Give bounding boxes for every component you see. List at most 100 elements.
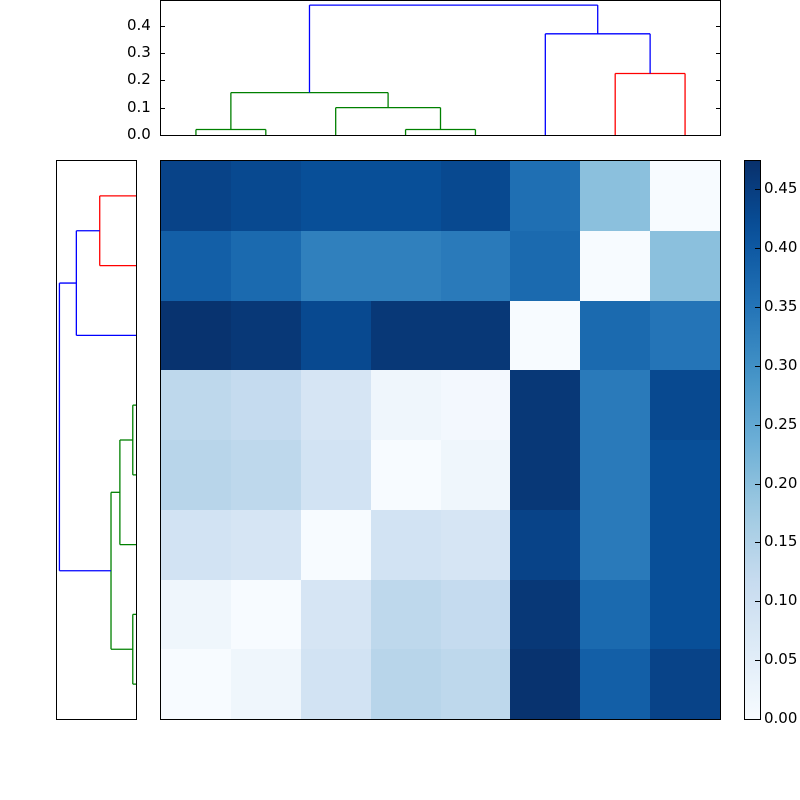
- heatmap-cell: [300, 509, 372, 581]
- heatmap-cell: [440, 300, 511, 371]
- y-tick: [716, 107, 720, 109]
- colorbar-tick-label: 0.20: [764, 473, 798, 492]
- heatmap-cell: [370, 649, 442, 719]
- colorbar-tick-label: 0.30: [764, 355, 798, 374]
- heatmap-cell: [161, 440, 232, 511]
- heatmap-cell: [370, 440, 442, 511]
- heatmap-cell: [510, 230, 581, 302]
- colorbar-tick-label: 0.15: [764, 532, 798, 551]
- heatmap-cell: [370, 230, 442, 302]
- heatmap-cell: [650, 649, 720, 719]
- colorbar-tick-label: 0.40: [764, 238, 798, 257]
- heatmap-cell: [510, 579, 581, 650]
- y-tick: [716, 25, 720, 27]
- heatmap-cell: [440, 649, 511, 719]
- heatmap-grid: [161, 161, 720, 719]
- heatmap-cell: [650, 300, 720, 371]
- heatmap-cell: [300, 649, 372, 719]
- y-tick-label: 0.3: [127, 42, 151, 61]
- colorbar-tick-label: 0.05: [764, 650, 798, 669]
- heatmap-cell: [300, 579, 372, 650]
- heatmap-cell: [370, 579, 442, 650]
- heatmap-cell: [580, 440, 651, 511]
- heatmap-cell: [580, 161, 651, 232]
- colorbar-tick: [755, 307, 760, 309]
- heatmap-cell: [510, 440, 581, 511]
- heatmap-cell: [230, 579, 302, 650]
- heatmap-cell: [230, 509, 302, 581]
- heatmap-panel: [160, 160, 721, 720]
- colorbar-tick: [755, 189, 760, 191]
- y-tick: [161, 80, 165, 82]
- heatmap-cell: [300, 370, 372, 441]
- heatmap-cell: [580, 370, 651, 441]
- heatmap-cell: [510, 649, 581, 719]
- colorbar: [744, 160, 761, 720]
- colorbar-gradient: [745, 161, 760, 719]
- colorbar-tick: [755, 483, 760, 485]
- heatmap-cell: [230, 440, 302, 511]
- left-dendrogram-panel: [56, 160, 137, 720]
- colorbar-tick: [755, 365, 760, 367]
- heatmap-cell: [440, 509, 511, 581]
- heatmap-cell: [300, 300, 372, 371]
- heatmap-cell: [580, 649, 651, 719]
- heatmap-cell: [230, 300, 302, 371]
- heatmap-cell: [370, 509, 442, 581]
- heatmap-cell: [161, 649, 232, 719]
- heatmap-cell: [300, 230, 372, 302]
- heatmap-cell: [440, 230, 511, 302]
- heatmap-cell: [580, 579, 651, 650]
- y-tick: [716, 135, 720, 136]
- heatmap-cell: [161, 509, 232, 581]
- y-tick: [161, 25, 165, 27]
- heatmap-cell: [161, 579, 232, 650]
- heatmap-cell: [650, 440, 720, 511]
- heatmap-cell: [440, 440, 511, 511]
- top-dendrogram-panel: [160, 0, 721, 136]
- heatmap-cell: [650, 230, 720, 302]
- heatmap-cell: [650, 161, 720, 232]
- heatmap-cell: [650, 370, 720, 441]
- heatmap-cell: [510, 509, 581, 581]
- heatmap-cell: [440, 579, 511, 650]
- y-tick-label: 0.1: [127, 97, 151, 116]
- y-tick: [161, 135, 165, 136]
- colorbar-tick: [755, 660, 760, 662]
- y-tick: [716, 52, 720, 54]
- heatmap-cell: [161, 300, 232, 371]
- heatmap-cell: [440, 370, 511, 441]
- heatmap-cell: [230, 370, 302, 441]
- heatmap-cell: [650, 509, 720, 581]
- heatmap-cell: [230, 230, 302, 302]
- heatmap-cell: [300, 440, 372, 511]
- heatmap-cell: [230, 649, 302, 719]
- colorbar-tick: [755, 542, 760, 544]
- y-tick-label: 0.2: [127, 70, 151, 89]
- heatmap-cell: [650, 579, 720, 650]
- heatmap-cell: [580, 509, 651, 581]
- colorbar-tick-label: 0.10: [764, 591, 798, 610]
- y-tick: [716, 80, 720, 82]
- colorbar-tick-label: 0.45: [764, 179, 798, 198]
- top-dendrogram: [195, 4, 686, 135]
- heatmap-cell: [580, 230, 651, 302]
- colorbar-tick: [755, 601, 760, 603]
- colorbar-tick-label: 0.25: [764, 414, 798, 433]
- heatmap-cell: [440, 161, 511, 232]
- heatmap-cell: [300, 161, 372, 232]
- heatmap-cell: [510, 161, 581, 232]
- heatmap-cell: [230, 161, 302, 232]
- heatmap-cell: [370, 370, 442, 441]
- heatmap-cell: [510, 370, 581, 441]
- colorbar-tick: [755, 248, 760, 250]
- heatmap-cell: [370, 300, 442, 371]
- y-tick-label: 0.4: [127, 15, 151, 34]
- heatmap-cell: [580, 300, 651, 371]
- colorbar-tick: [755, 424, 760, 426]
- y-tick: [161, 52, 165, 54]
- colorbar-tick: [755, 719, 760, 720]
- colorbar-tick-label: 0.35: [764, 297, 798, 316]
- left-dendrogram: [58, 195, 136, 685]
- heatmap-cell: [370, 161, 442, 232]
